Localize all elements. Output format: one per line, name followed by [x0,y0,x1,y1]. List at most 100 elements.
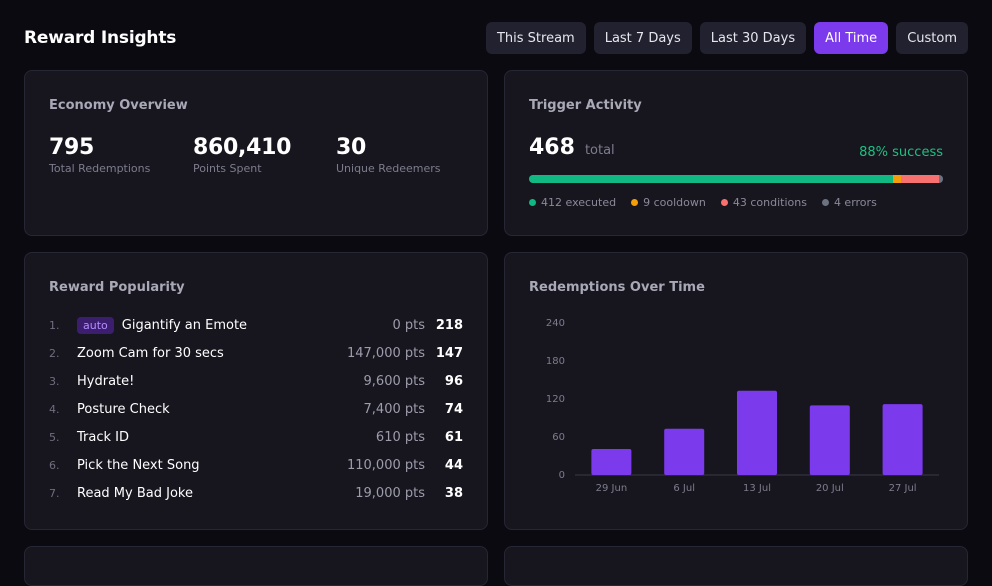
rank: 6. [49,458,60,472]
redemption-count: 44 [444,457,463,473]
reward-cost: 9,600 pts [363,373,425,389]
stat-label: Unique Redeemers [336,162,441,175]
reward-name: Pick the Next Song [77,457,200,473]
reward-cost: 610 pts [375,429,425,445]
y-tick-label: 240 [546,318,565,329]
legend-dot [529,199,536,206]
reward-name: Track ID [77,429,129,445]
x-tick-label: 29 Jun [596,483,628,494]
x-tick-label: 6 Jul [673,483,695,494]
y-tick-label: 60 [552,432,565,443]
bar[interactable] [737,390,777,475]
filter-last-7-days-button[interactable]: Last 7 Days [593,22,692,54]
x-tick-label: 27 Jul [889,483,917,494]
next-card-partial [504,546,968,586]
trigger-legend: 412 executed 9 cooldown 43 conditions 4 … [529,196,877,209]
legend-executed: 412 executed [529,196,616,209]
list-item[interactable]: 3. Hydrate! 9,600 pts 96 [49,367,463,395]
reward-name: Hydrate! [77,373,135,389]
y-tick-label: 120 [546,394,565,405]
date-range-filters: This Stream Last 7 Days Last 30 Days All… [485,22,968,54]
redemption-count: 147 [435,345,463,361]
redemption-count: 61 [444,429,463,445]
rank: 4. [49,402,60,416]
reward-name: Zoom Cam for 30 secs [77,345,224,361]
card-title: Trigger Activity [529,98,642,113]
list-item[interactable]: 7. Read My Bad Joke 19,000 pts 38 [49,479,463,507]
stat-value: 860,410 [193,135,292,160]
redemptions-over-time-card: Redemptions Over Time 0 60 120 180 240 29 Jun… [504,252,968,530]
rank: 1. [49,318,60,332]
reward-cost: 110,000 pts [346,457,425,473]
reward-popularity-card: Reward Popularity 1. auto Gigantify an E… [24,252,488,530]
auto-badge: auto [77,316,114,334]
card-title: Reward Popularity [49,280,185,295]
page-title: Reward Insights [24,28,177,48]
bar[interactable] [882,404,923,475]
list-item[interactable]: 1. auto Gigantify an Emote 0 pts 218 [49,311,463,339]
rank: 7. [49,486,60,500]
bar[interactable] [591,449,632,475]
filter-all-time-button[interactable]: All Time [814,22,889,54]
redemption-count: 96 [444,373,463,389]
stat-label: Total Redemptions [49,162,151,175]
reward-list: 1. auto Gigantify an Emote 0 pts 218 2. … [49,311,463,507]
trigger-segment-3 [939,175,943,183]
legend-conditions: 43 conditions [720,196,807,209]
reward-cost: 19,000 pts [355,485,425,501]
bar[interactable] [809,405,850,475]
legend-label: 412 executed [541,196,617,209]
trigger-activity-card: Trigger Activity 468 total 88% success 4… [504,70,968,236]
header: Reward Insights This Stream Last 7 Days … [0,0,992,70]
legend-label: 4 errors [833,196,877,209]
card-title: Economy Overview [49,98,188,113]
filter-last-30-days-button[interactable]: Last 30 Days [699,22,807,54]
redemption-count: 38 [444,485,463,501]
legend-cooldown: 9 cooldown [631,196,706,209]
legend-dot [821,199,829,206]
filter-custom-button[interactable]: Custom [896,22,968,54]
stat-label: Points Spent [193,162,262,175]
reward-cost: 147,000 pts [346,345,425,361]
economy-overview-card: Economy Overview 795 Total Redemptions 8… [24,70,488,236]
legend-errors: 4 errors [821,196,877,209]
reward-cost: 7,400 pts [363,401,425,417]
y-tick-label: 180 [546,356,565,367]
trigger-breakdown-bar [529,175,943,183]
list-item[interactable]: 5. Track ID 610 pts 61 [49,423,463,451]
stat-value: 795 [49,135,95,160]
filter-this-stream-button[interactable]: This Stream [485,22,586,54]
stat-value: 30 [336,135,367,160]
trigger-total-value: 468 [529,135,575,160]
legend-dot [631,199,639,206]
x-tick-label: 20 Jul [816,483,844,494]
rank: 5. [49,430,60,444]
x-tick-label: 13 Jul [743,483,771,494]
list-item[interactable]: 2. Zoom Cam for 30 secs 147,000 pts 147 [49,339,463,367]
reward-name: Read My Bad Joke [77,485,193,501]
reward-name: Posture Check [77,401,170,417]
trigger-segment-0 [529,175,894,183]
redemption-count: 218 [435,317,463,333]
redemption-count: 74 [444,401,463,417]
legend-label: 9 cooldown [643,196,706,209]
reward-cost: 0 pts [392,317,425,333]
stat-total-redemptions: 795 Total Redemptions [49,135,150,175]
legend-dot [720,199,728,206]
next-card-partial [24,546,488,586]
list-item[interactable]: 6. Pick the Next Song 110,000 pts 44 [49,451,463,479]
rank: 2. [49,346,60,360]
legend-label: 43 conditions [732,196,807,209]
trigger-segment-1 [893,175,902,183]
card-title: Redemptions Over Time [529,280,705,295]
list-item[interactable]: 4. Posture Check 7,400 pts 74 [49,395,463,423]
reward-name: Gigantify an Emote [121,317,248,333]
stat-unique-redeemers: 30 Unique Redeemers [336,135,440,175]
stat-points-spent: 860,410 Points Spent [193,135,291,175]
success-rate: 88% success [859,145,943,160]
rank: 3. [49,374,60,388]
redemptions-bar-chart: 0 60 120 180 240 29 Jun 6 Jul 13 Jul 20 Jul 27 Ju… [546,318,939,494]
bar[interactable] [664,428,705,475]
trigger-segment-2 [901,175,940,183]
trigger-total: 468 total [529,135,615,160]
